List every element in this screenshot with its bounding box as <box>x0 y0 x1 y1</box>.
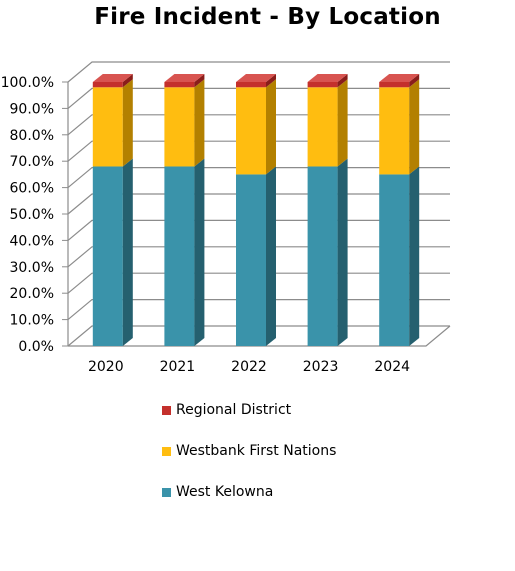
bars <box>92 74 420 346</box>
chart-title: Fire Incident - By Location <box>94 4 441 30</box>
bar-segment <box>164 82 195 88</box>
bar-segment <box>164 166 195 346</box>
bar-segment-side <box>409 79 420 175</box>
x-tick-label: 2022 <box>231 359 267 375</box>
y-tick-label: 10.0% <box>10 313 54 329</box>
x-axis-labels: 2020 2021 2022 2023 2024 <box>88 359 410 375</box>
bar-segment <box>92 87 123 167</box>
bar-segment <box>164 87 195 167</box>
bar-segment <box>236 82 266 88</box>
y-tick-label: 60.0% <box>10 181 54 197</box>
y-axis: 0.0% 10.0% 20.0% 30.0% 40.0% 50.0% 60.0% 70.0% 8… <box>1 75 451 355</box>
legend-label: West Kelowna <box>176 484 274 500</box>
legend-label: Regional District <box>176 402 292 418</box>
x-tick-label: 2024 <box>374 359 410 375</box>
bar-segment-side <box>337 158 348 346</box>
bar-segment <box>307 166 338 346</box>
bar-segment <box>307 82 338 88</box>
bar-segment-side <box>122 79 133 167</box>
bar-top <box>92 74 133 82</box>
bar-segment-side <box>409 74 420 88</box>
y-tick-label: 30.0% <box>10 260 54 276</box>
bar-segment-side <box>337 74 348 88</box>
y-tick-label: 50.0% <box>10 207 54 223</box>
bar-segment <box>379 87 410 175</box>
x-tick-label: 2021 <box>160 359 196 375</box>
bar-segment <box>92 82 123 88</box>
bar-segment-side <box>122 158 133 346</box>
bar-segment <box>379 174 410 346</box>
bar-segment <box>236 87 266 175</box>
bar-segment-side <box>409 166 420 346</box>
y-tick-label: 70.0% <box>10 154 54 170</box>
bar-segment-side <box>122 74 133 88</box>
x-tick-label: 2023 <box>303 359 339 375</box>
bar-segment <box>92 166 123 346</box>
legend-item: Westbank First Nations <box>162 439 336 463</box>
bar-segment <box>236 174 266 346</box>
bar-top <box>379 74 420 82</box>
bar-segment-side <box>194 74 205 88</box>
bar-segment-side <box>337 79 348 167</box>
legend-swatch <box>162 487 171 497</box>
bar-segment-side <box>266 166 276 346</box>
y-tick-label: 20.0% <box>10 286 54 302</box>
bar-segment-side <box>194 79 205 167</box>
y-tick-label: 90.0% <box>10 101 54 117</box>
legend-item: Regional District <box>162 398 336 422</box>
bar-segment-side <box>194 158 205 346</box>
gridline <box>67 61 450 83</box>
legend-swatch <box>162 446 171 456</box>
y-tick-label: 100.0% <box>1 75 54 91</box>
bar-top <box>236 74 276 82</box>
legend: Regional District Westbank First Nations W… <box>162 398 336 521</box>
legend-swatch <box>162 405 171 415</box>
bar-segment-side <box>266 74 276 88</box>
bar-segment-side <box>266 79 276 175</box>
bar-top <box>307 74 348 82</box>
bar-top <box>164 74 205 82</box>
y-tick-label: 80.0% <box>10 128 54 144</box>
bar-segment <box>379 82 410 88</box>
x-tick-label: 2020 <box>88 359 124 375</box>
legend-label: Westbank First Nations <box>176 443 337 459</box>
bar-segment <box>307 87 338 167</box>
y-tick-label: 40.0% <box>10 233 54 249</box>
y-tick-label: 0.0% <box>18 339 54 355</box>
legend-item: West Kelowna <box>162 480 336 504</box>
